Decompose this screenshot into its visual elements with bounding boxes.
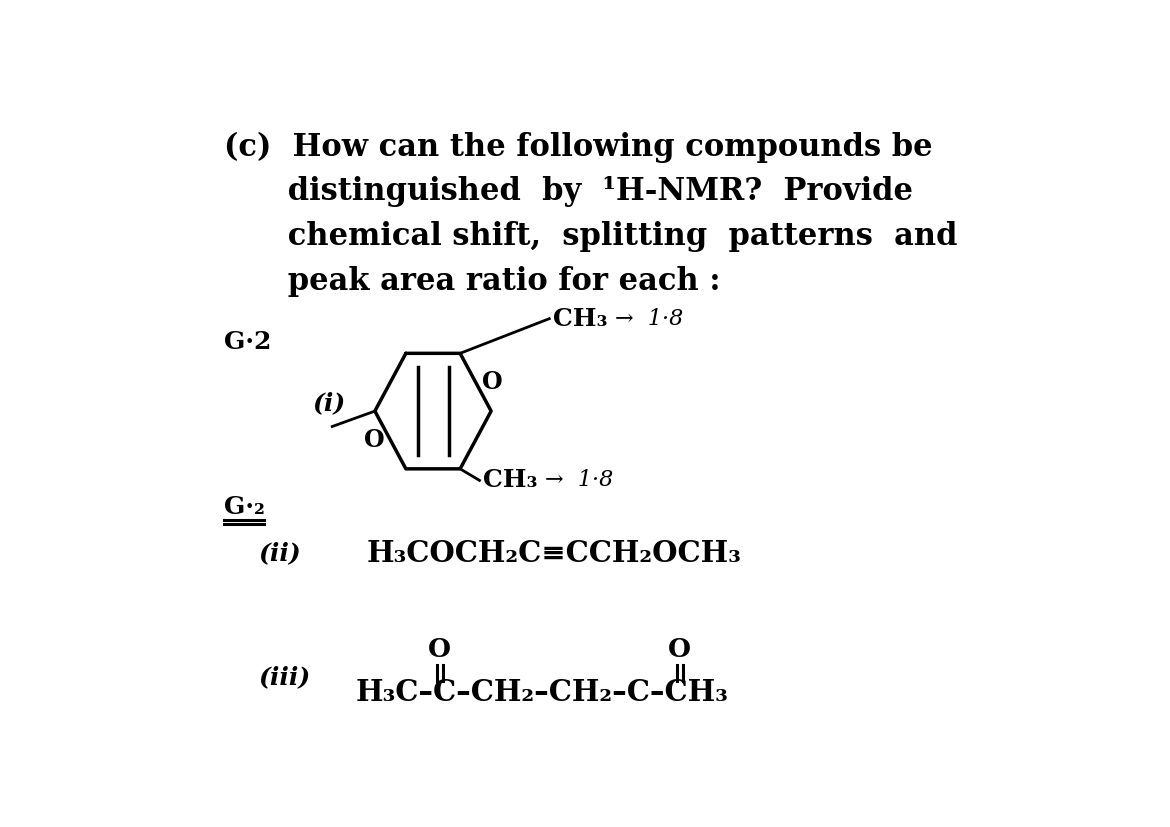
Text: CH₃: CH₃ — [483, 468, 538, 492]
Text: O: O — [428, 638, 450, 662]
Text: O: O — [668, 638, 691, 662]
Text: H₃COCH₂C≡CCH₂OCH₃: H₃COCH₂C≡CCH₂OCH₃ — [367, 539, 742, 568]
Text: (c)  How can the following compounds be: (c) How can the following compounds be — [223, 131, 932, 163]
Text: peak area ratio for each :: peak area ratio for each : — [223, 265, 721, 297]
Text: G·2: G·2 — [223, 330, 271, 354]
Text: →  1·8: → 1·8 — [615, 308, 683, 330]
Text: chemical shift,  splitting  patterns  and: chemical shift, splitting patterns and — [223, 221, 957, 252]
Text: distinguished  by  ¹H-NMR?  Provide: distinguished by ¹H-NMR? Provide — [223, 176, 913, 208]
Text: →  1·8: → 1·8 — [545, 470, 613, 491]
Text: (ii): (ii) — [259, 542, 302, 566]
Text: O: O — [482, 370, 502, 394]
Text: O: O — [364, 428, 384, 452]
Text: (iii): (iii) — [259, 665, 311, 689]
Text: G·₂: G·₂ — [223, 495, 264, 519]
Text: (i): (i) — [312, 391, 346, 415]
Text: CH₃: CH₃ — [553, 307, 607, 331]
Text: H₃C–C–CH₂–CH₂–C–CH₃: H₃C–C–CH₂–CH₂–C–CH₃ — [356, 677, 729, 706]
